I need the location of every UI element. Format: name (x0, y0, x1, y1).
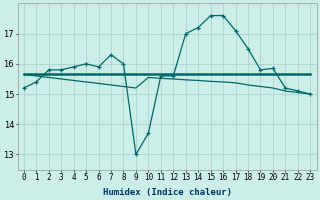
X-axis label: Humidex (Indice chaleur): Humidex (Indice chaleur) (102, 188, 232, 197)
